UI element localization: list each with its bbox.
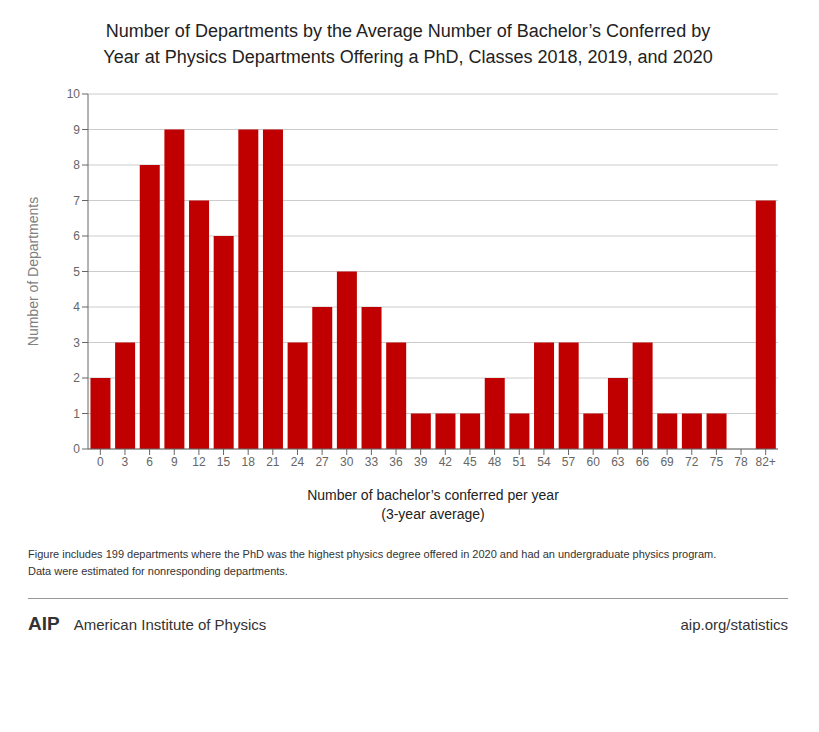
html-text:Data were estimated for nonres: Data were estimated for nonresponding de… bbox=[28, 565, 288, 577]
svg-text:2: 2 bbox=[73, 371, 80, 385]
html-text:aip.org/statistics: aip.org/statistics bbox=[680, 615, 788, 633]
svg-text:66: 66 bbox=[636, 455, 650, 469]
svg-text:0: 0 bbox=[73, 442, 80, 456]
svg-text:7: 7 bbox=[73, 194, 80, 208]
svg-text:30: 30 bbox=[340, 455, 354, 469]
svg-text:72: 72 bbox=[685, 455, 699, 469]
svg-text:3: 3 bbox=[122, 455, 129, 469]
svg-text:39: 39 bbox=[414, 455, 428, 469]
html-text:Number of Departments by the A: Number of Departments by the Average Num… bbox=[105, 21, 711, 41]
svg-text:5: 5 bbox=[73, 265, 80, 279]
html-text:Year at Physics Departments Of: Year at Physics Departments Offering a P… bbox=[103, 47, 713, 67]
svg-text:36: 36 bbox=[389, 455, 403, 469]
svg-text:78: 78 bbox=[734, 455, 748, 469]
html-text:Figure includes 199 department: Figure includes 199 departments where th… bbox=[28, 548, 717, 560]
svg-text:18: 18 bbox=[241, 455, 255, 469]
svg-text:33: 33 bbox=[365, 455, 379, 469]
html-text:AIP: AIP bbox=[28, 613, 60, 634]
svg-text:3: 3 bbox=[73, 336, 80, 350]
svg-text:27: 27 bbox=[315, 455, 329, 469]
svg-text:4: 4 bbox=[73, 300, 80, 314]
svg-text:15: 15 bbox=[217, 455, 231, 469]
svg-text:0: 0 bbox=[97, 455, 104, 469]
svg-text:1: 1 bbox=[73, 407, 80, 421]
svg-text:48: 48 bbox=[488, 455, 502, 469]
svg-text:54: 54 bbox=[537, 455, 551, 469]
svg-text:9: 9 bbox=[73, 123, 80, 137]
svg-text:6: 6 bbox=[73, 229, 80, 243]
html-text:American Institute of Physics: American Institute of Physics bbox=[73, 615, 267, 633]
svg-text:45: 45 bbox=[463, 455, 477, 469]
svg-text:6: 6 bbox=[146, 455, 153, 469]
svg-text:75: 75 bbox=[710, 455, 724, 469]
svg-text:60: 60 bbox=[586, 455, 600, 469]
svg-text:9: 9 bbox=[171, 455, 178, 469]
html-text:(3-year average): (3-year average) bbox=[381, 506, 485, 522]
svg-text:10: 10 bbox=[67, 87, 81, 101]
svg-text:63: 63 bbox=[611, 455, 625, 469]
svg-text:21: 21 bbox=[266, 455, 280, 469]
svg-text:69: 69 bbox=[660, 455, 674, 469]
svg-text:12: 12 bbox=[192, 455, 206, 469]
svg-text:42: 42 bbox=[439, 455, 453, 469]
svg-text:24: 24 bbox=[291, 455, 305, 469]
html-text:Number of bachelor’s conferred: Number of bachelor’s conferred per year bbox=[307, 487, 559, 503]
svg-text:82+: 82+ bbox=[755, 455, 775, 469]
svg-text:Number of Departments: Number of Departments bbox=[25, 197, 41, 346]
svg-text:8: 8 bbox=[73, 158, 80, 172]
svg-text:51: 51 bbox=[513, 455, 527, 469]
svg-text:57: 57 bbox=[562, 455, 576, 469]
